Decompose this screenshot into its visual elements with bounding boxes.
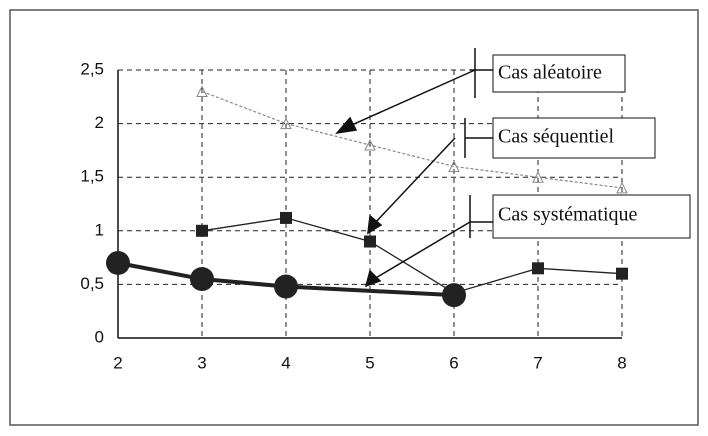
point <box>196 224 208 237</box>
y-tick-label: 1 <box>95 220 104 239</box>
y-tick-label: 2 <box>95 113 104 132</box>
callouts <box>335 48 493 288</box>
x-tick-label: 7 <box>533 353 542 372</box>
point <box>442 283 466 308</box>
legend-label: Cas systématique <box>498 204 638 226</box>
y-tick-label: 0,5 <box>80 274 104 293</box>
callout-arrow <box>344 69 476 129</box>
y-tick-label: 0 <box>95 327 104 346</box>
y-tick-label: 1,5 <box>80 167 104 186</box>
x-tick-label: 6 <box>449 353 458 372</box>
legend-label: Cas séquentiel <box>498 126 615 148</box>
point <box>280 117 292 130</box>
arrow-head <box>367 214 383 235</box>
series-line <box>201 217 623 294</box>
point <box>196 85 208 97</box>
legend-label: Cas aléatoire <box>498 62 602 84</box>
point <box>532 171 544 183</box>
callout-arrow <box>373 221 471 280</box>
grid: 0 0,5 1 1,5 2 2,5 2 3 4 5 6 7 8 <box>80 59 626 372</box>
point <box>532 262 544 275</box>
arrow-head <box>364 269 382 288</box>
x-tick-label: 4 <box>281 353 290 372</box>
point <box>190 267 214 292</box>
x-tick-label: 3 <box>197 353 206 372</box>
point <box>616 267 628 280</box>
point <box>106 250 130 275</box>
point <box>280 211 292 224</box>
x-tick-label: 8 <box>617 353 626 372</box>
point <box>364 138 376 151</box>
point <box>274 274 298 299</box>
callout-arrow <box>373 137 456 225</box>
series-line <box>117 260 455 298</box>
callout-box <box>492 194 691 239</box>
point <box>616 181 628 194</box>
callout-box <box>492 117 656 159</box>
x-tick-label: 5 <box>365 353 374 372</box>
point <box>364 235 376 248</box>
x-tick-label: 2 <box>113 353 122 372</box>
y-tick-label: 2,5 <box>80 59 104 78</box>
callout-box <box>492 54 626 93</box>
lines <box>106 85 628 308</box>
series-line <box>201 90 623 189</box>
point <box>448 160 460 172</box>
arrow-head <box>335 116 358 135</box>
